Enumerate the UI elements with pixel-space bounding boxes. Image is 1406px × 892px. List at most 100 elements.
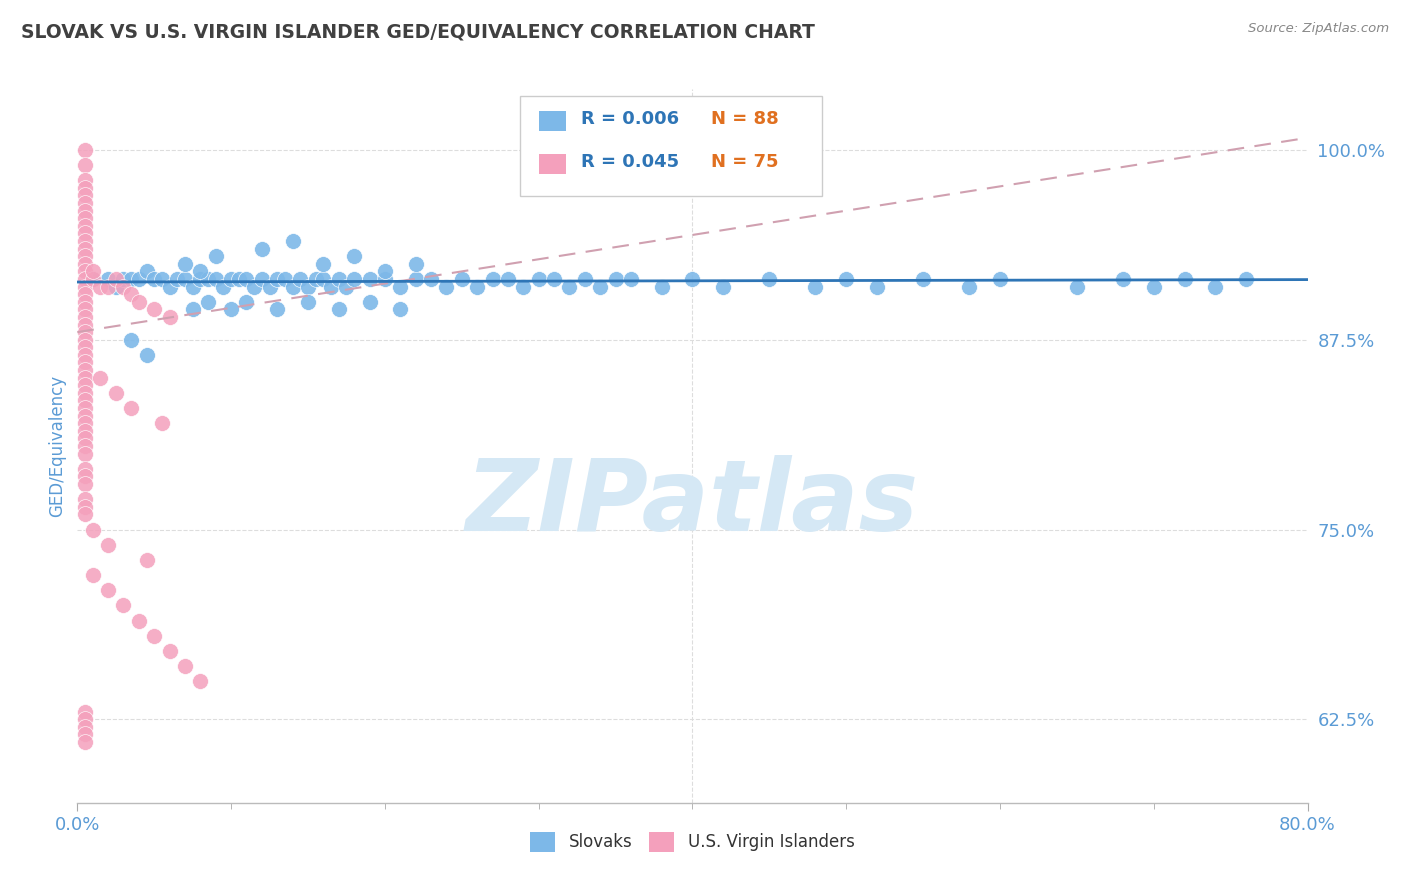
Point bbox=[219, 272, 242, 286]
Point bbox=[174, 272, 197, 286]
Point bbox=[73, 203, 96, 218]
Point bbox=[204, 272, 226, 286]
Point bbox=[112, 599, 135, 613]
Point bbox=[496, 272, 519, 286]
Point bbox=[197, 294, 219, 309]
Point bbox=[319, 279, 342, 293]
Point bbox=[97, 583, 120, 598]
Point bbox=[143, 629, 166, 643]
Point bbox=[73, 242, 96, 256]
Point bbox=[73, 227, 96, 241]
Point bbox=[159, 310, 181, 324]
Point bbox=[651, 279, 673, 293]
Point bbox=[589, 279, 612, 293]
Point bbox=[73, 287, 96, 301]
Point bbox=[73, 234, 96, 248]
Point bbox=[73, 705, 96, 719]
Point bbox=[73, 325, 96, 339]
Point bbox=[711, 279, 734, 293]
Text: N = 75: N = 75 bbox=[711, 153, 779, 171]
Point bbox=[73, 272, 96, 286]
Point bbox=[128, 614, 150, 628]
Point bbox=[73, 257, 96, 271]
Point bbox=[758, 272, 780, 286]
Point bbox=[73, 409, 96, 423]
Point bbox=[866, 279, 889, 293]
Point bbox=[957, 279, 980, 293]
Point bbox=[328, 302, 350, 317]
Point bbox=[135, 348, 157, 362]
Point bbox=[82, 568, 104, 582]
Point bbox=[188, 674, 212, 689]
Point bbox=[204, 249, 226, 263]
Point bbox=[305, 272, 328, 286]
Point bbox=[73, 492, 96, 507]
Bar bbox=[538, 112, 567, 131]
Point bbox=[266, 272, 288, 286]
Point bbox=[243, 279, 266, 293]
Point bbox=[682, 272, 704, 286]
Point bbox=[250, 242, 273, 256]
Point bbox=[135, 553, 157, 567]
Point bbox=[297, 294, 319, 309]
Point bbox=[1204, 279, 1226, 293]
Point bbox=[73, 720, 96, 734]
Point bbox=[574, 272, 596, 286]
Point bbox=[104, 385, 127, 400]
Point bbox=[181, 302, 204, 317]
Point bbox=[73, 302, 96, 317]
Point bbox=[73, 508, 96, 522]
FancyBboxPatch shape bbox=[520, 96, 821, 196]
Point bbox=[73, 340, 96, 354]
Point bbox=[73, 173, 96, 187]
Point bbox=[274, 272, 297, 286]
Point bbox=[343, 249, 366, 263]
Point bbox=[465, 279, 488, 293]
Point bbox=[988, 272, 1011, 286]
Point bbox=[73, 439, 96, 453]
Point bbox=[620, 272, 643, 286]
Point bbox=[188, 264, 212, 278]
Point bbox=[166, 272, 188, 286]
Point bbox=[512, 279, 534, 293]
Point bbox=[120, 401, 142, 415]
Point bbox=[150, 272, 173, 286]
Point bbox=[281, 279, 304, 293]
Point bbox=[266, 302, 288, 317]
Point bbox=[73, 378, 96, 392]
Point bbox=[343, 272, 366, 286]
Point bbox=[312, 257, 335, 271]
Point bbox=[73, 500, 96, 514]
Point bbox=[197, 272, 219, 286]
Point bbox=[73, 143, 96, 157]
Point bbox=[235, 294, 257, 309]
Text: R = 0.045: R = 0.045 bbox=[581, 153, 679, 171]
Point bbox=[281, 234, 304, 248]
Point bbox=[120, 272, 142, 286]
Point bbox=[174, 257, 197, 271]
Point bbox=[82, 523, 104, 537]
Point bbox=[835, 272, 858, 286]
Point bbox=[374, 264, 396, 278]
Point bbox=[143, 302, 166, 317]
Point bbox=[481, 272, 503, 286]
Point bbox=[73, 196, 96, 211]
Point bbox=[82, 272, 104, 286]
Point bbox=[73, 735, 96, 749]
Point bbox=[73, 401, 96, 415]
Point bbox=[389, 279, 412, 293]
Point bbox=[558, 279, 581, 293]
Text: ZIPatlas: ZIPatlas bbox=[465, 455, 920, 551]
Point bbox=[73, 727, 96, 741]
Text: SLOVAK VS U.S. VIRGIN ISLANDER GED/EQUIVALENCY CORRELATION CHART: SLOVAK VS U.S. VIRGIN ISLANDER GED/EQUIV… bbox=[21, 22, 815, 41]
Point bbox=[104, 272, 127, 286]
Point bbox=[359, 272, 381, 286]
Text: Source: ZipAtlas.com: Source: ZipAtlas.com bbox=[1249, 22, 1389, 36]
Point bbox=[128, 294, 150, 309]
Point bbox=[82, 272, 104, 286]
Point bbox=[605, 272, 627, 286]
Point bbox=[188, 272, 212, 286]
Point bbox=[73, 279, 96, 293]
Point bbox=[450, 272, 472, 286]
Y-axis label: GED/Equivalency: GED/Equivalency bbox=[48, 375, 66, 517]
